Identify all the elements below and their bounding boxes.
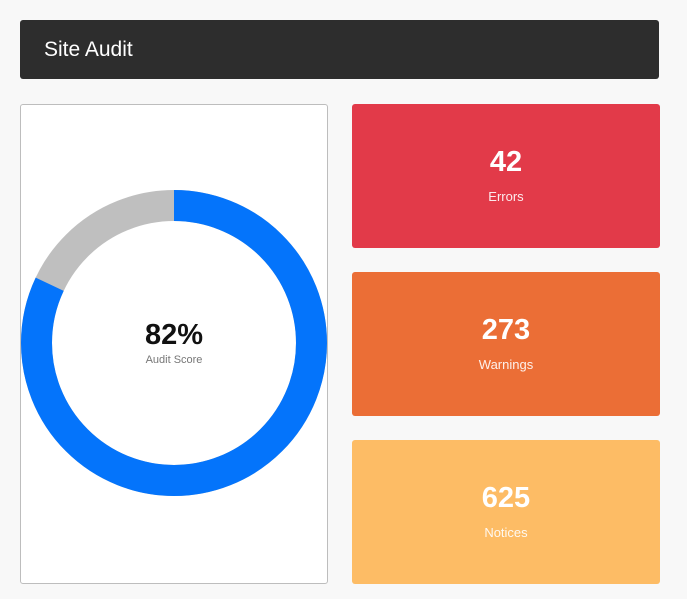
errors-label: Errors	[488, 189, 524, 204]
errors-count: 42	[489, 146, 523, 178]
audit-score-center: 82% Audit Score	[21, 190, 327, 496]
audit-score-panel: 82% Audit Score	[20, 104, 328, 584]
notices-card[interactable]: 625 Notices	[352, 440, 660, 584]
audit-score-value: 82%	[144, 318, 204, 351]
donut-progress	[21, 190, 327, 496]
warnings-count: 273	[481, 314, 531, 346]
page-title: Site Audit	[44, 37, 133, 61]
page-header: Site Audit	[20, 20, 659, 79]
audit-score-donut	[21, 190, 327, 496]
notices-count: 625	[481, 482, 531, 514]
warnings-card[interactable]: 273 Warnings	[352, 272, 660, 416]
audit-score-label: Audit Score	[145, 353, 203, 366]
notices-label: Notices	[484, 525, 528, 540]
warnings-label: Warnings	[478, 357, 534, 372]
errors-card[interactable]: 42 Errors	[352, 104, 660, 248]
